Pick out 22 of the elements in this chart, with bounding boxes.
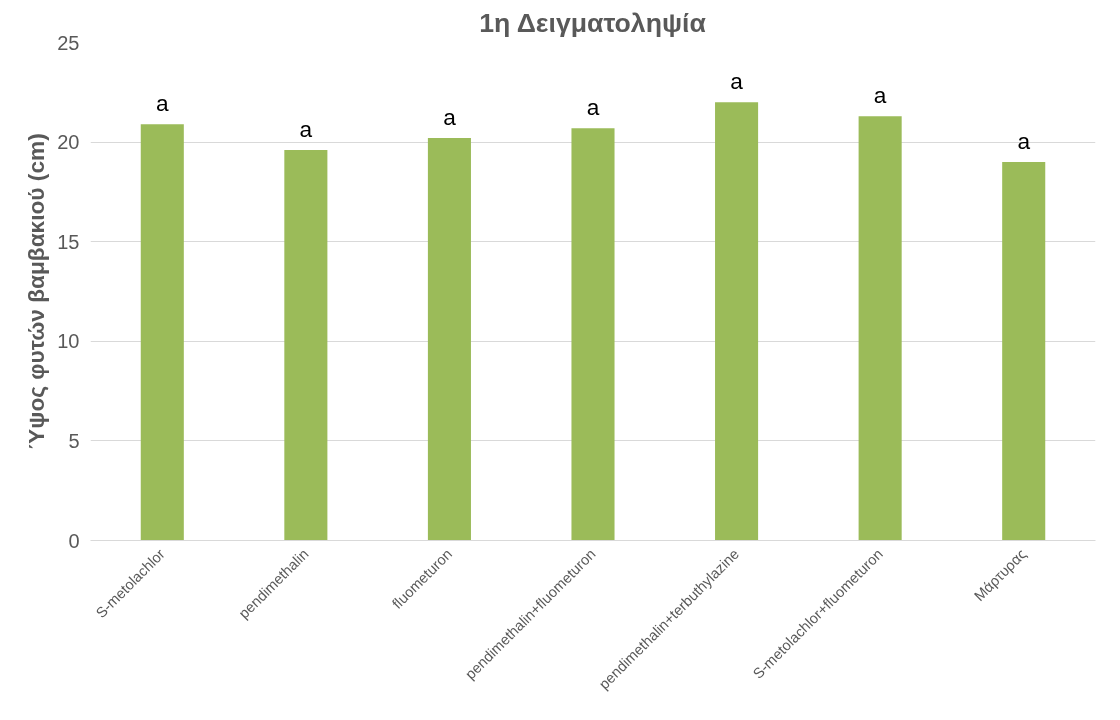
bar — [715, 102, 759, 541]
annotation: a — [155, 90, 169, 117]
y-tick-label: 10 — [57, 330, 80, 353]
bar — [571, 128, 615, 541]
annotation: a — [1017, 128, 1031, 155]
bar — [427, 138, 471, 541]
bar — [1002, 162, 1046, 541]
annotation: a — [586, 94, 600, 121]
bar — [858, 116, 902, 541]
y-tick-label: 25 — [57, 31, 80, 54]
bar — [284, 150, 328, 541]
y-tick-label: 20 — [57, 131, 80, 154]
annotation: a — [873, 82, 887, 109]
y-axis-title: Ύψος φυτών βαμβακιού (cm) — [23, 133, 50, 450]
annotation: a — [730, 68, 744, 95]
annotation: a — [299, 116, 313, 143]
bar — [140, 124, 184, 541]
chart-title: 1η Δειγματοληψία — [479, 7, 707, 38]
y-tick-label: 15 — [57, 230, 80, 253]
annotation: a — [443, 104, 457, 131]
y-tick-label: 0 — [68, 529, 80, 552]
y-tick-label: 5 — [68, 429, 80, 452]
